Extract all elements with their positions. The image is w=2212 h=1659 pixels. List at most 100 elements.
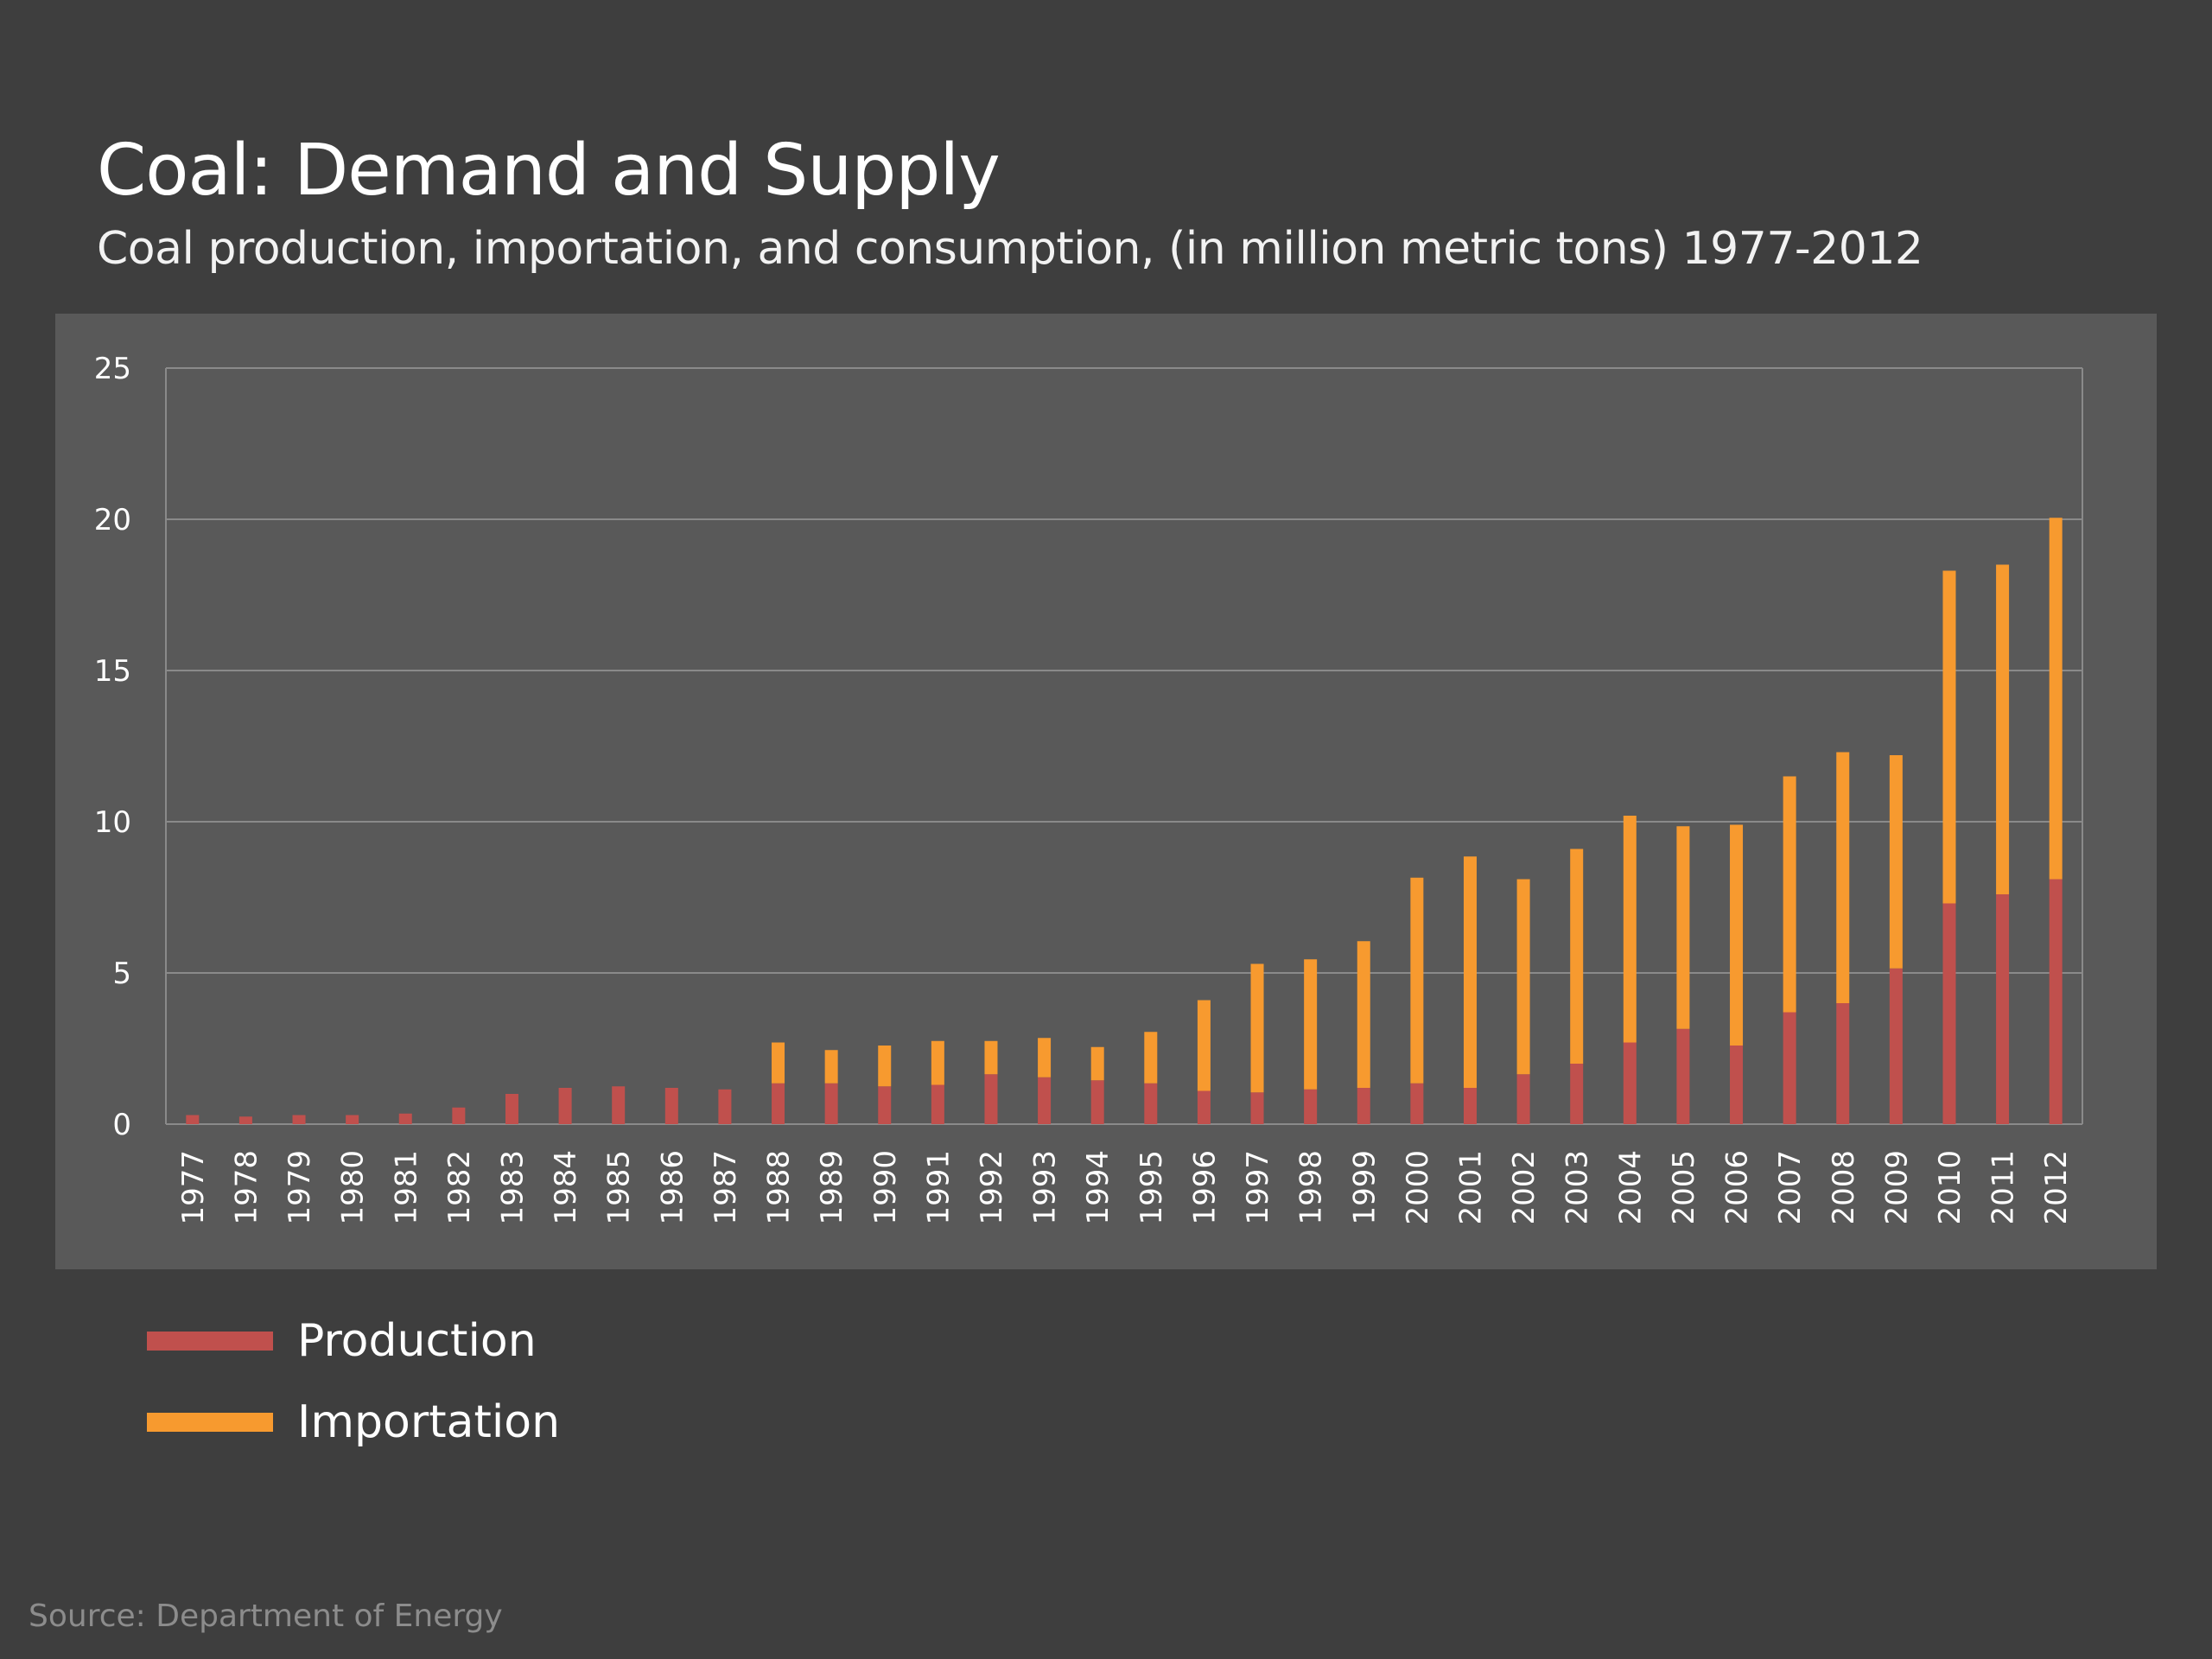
bar-importation-2005 (1676, 826, 1690, 1029)
bar-importation-1993 (1038, 1038, 1052, 1077)
bar-importation-2004 (1623, 816, 1637, 1043)
y-tick-label-5: 5 (112, 957, 131, 991)
x-tick-label-2003: 2003 (1560, 1150, 1595, 1225)
y-tick-label-10: 10 (94, 805, 131, 840)
x-tick-label-1992: 1992 (975, 1150, 1009, 1225)
bar-importation-2002 (1516, 879, 1530, 1075)
x-tick-label-1985: 1985 (602, 1150, 637, 1225)
bar-production-1983 (505, 1094, 518, 1124)
x-tick-label-2006: 2006 (1720, 1150, 1755, 1225)
bar-production-1989 (824, 1083, 838, 1124)
legend-swatch-production (147, 1332, 273, 1351)
legend-item-production: Production (147, 1300, 560, 1382)
bar-production-2000 (1410, 1083, 1424, 1124)
bar-production-2012 (2049, 879, 2063, 1124)
x-tick-label-1986: 1986 (655, 1150, 690, 1225)
bar-importation-2008 (1836, 752, 1850, 1003)
bar-production-2010 (1942, 903, 1956, 1124)
bar-importation-2007 (1783, 776, 1796, 1013)
bar-production-1992 (984, 1074, 998, 1124)
x-tick-label-1998: 1998 (1294, 1150, 1329, 1225)
bar-importation-1994 (1090, 1046, 1104, 1081)
bar-production-2005 (1676, 1028, 1690, 1124)
bar-production-2006 (1730, 1046, 1744, 1124)
bar-importation-1990 (878, 1046, 892, 1087)
bar-production-1996 (1197, 1090, 1211, 1124)
bar-importation-1992 (984, 1040, 998, 1075)
bar-production-1993 (1038, 1077, 1052, 1124)
bar-production-1985 (612, 1086, 626, 1124)
bar-production-2001 (1463, 1088, 1477, 1124)
chart-title: Coal: Demand and Supply (97, 130, 1001, 212)
x-tick-label-1989: 1989 (815, 1150, 849, 1225)
bar-importation-2012 (2049, 518, 2063, 880)
bar-importation-2000 (1410, 877, 1424, 1084)
bar-production-1980 (346, 1115, 359, 1124)
bar-importation-1999 (1357, 941, 1370, 1088)
x-tick-label-1979: 1979 (283, 1150, 317, 1225)
x-tick-label-2008: 2008 (1827, 1150, 1861, 1225)
chart-panel: 0 5 10 15 20 25 1977 1978 1979 1980 1981 1982 1983 19… (55, 314, 2157, 1269)
bar-importation-1996 (1197, 1000, 1211, 1091)
x-tick-label-1990: 1990 (868, 1150, 903, 1225)
x-tick-label-2007: 2007 (1773, 1150, 1808, 1225)
x-tick-label-2005: 2005 (1667, 1150, 1701, 1225)
bar-production-2011 (1996, 894, 2010, 1124)
x-tick-label-1988: 1988 (762, 1150, 797, 1225)
bar-production-2009 (1889, 968, 1903, 1124)
bar-importation-1998 (1304, 959, 1318, 1090)
bar-importation-2010 (1942, 570, 1956, 904)
bar-production-1990 (878, 1086, 892, 1124)
bar-production-1978 (238, 1116, 252, 1124)
bar-importation-1997 (1250, 963, 1264, 1093)
bar-importation-1989 (824, 1050, 838, 1084)
x-tick-label-1987: 1987 (709, 1150, 743, 1225)
x-tick-label-2009: 2009 (1879, 1150, 1914, 1225)
bar-production-2008 (1836, 1003, 1850, 1124)
x-tick-label-1981: 1981 (389, 1150, 423, 1225)
x-tick-label-2010: 2010 (1933, 1150, 1967, 1225)
legend-label-importation: Importation (297, 1396, 561, 1448)
chart-subtitle: Coal production, importation, and consum… (97, 223, 1923, 275)
bar-production-1984 (558, 1088, 572, 1124)
bar-production-1986 (664, 1088, 678, 1124)
bar-production-1979 (292, 1115, 306, 1124)
legend-label-production: Production (297, 1315, 537, 1367)
x-tick-label-1991: 1991 (921, 1150, 956, 1225)
source-note: Source: Department of Energy (29, 1599, 503, 1634)
bar-production-1987 (718, 1089, 732, 1124)
y-tick-label-15: 15 (94, 654, 131, 689)
y-tick-label-20: 20 (94, 503, 131, 537)
stacked-bar-chart: 0 5 10 15 20 25 1977 1978 1979 1980 1981 1982 1983 19… (94, 352, 2083, 1225)
x-tick-label-1984: 1984 (549, 1150, 583, 1225)
bar-production-1977 (186, 1115, 200, 1124)
x-tick-label-2011: 2011 (1986, 1150, 2021, 1225)
x-tick-label-1999: 1999 (1347, 1150, 1382, 1225)
bar-importation-1991 (931, 1040, 944, 1085)
bar-production-1982 (452, 1107, 466, 1124)
y-tick-label-25: 25 (94, 352, 131, 386)
bar-production-1999 (1357, 1088, 1370, 1124)
bar-production-1995 (1144, 1083, 1158, 1124)
y-tick-label-0: 0 (112, 1108, 131, 1142)
x-tick-label-1996: 1996 (1187, 1150, 1222, 1225)
bar-production-1997 (1250, 1092, 1264, 1124)
x-tick-label-1980: 1980 (336, 1150, 371, 1225)
bar-importation-2001 (1463, 856, 1477, 1088)
x-tick-label-1977: 1977 (176, 1150, 211, 1225)
bar-production-2002 (1516, 1074, 1530, 1124)
bar-importation-2011 (1996, 564, 2010, 894)
x-tick-label-1995: 1995 (1135, 1150, 1169, 1225)
bar-importation-2003 (1570, 849, 1584, 1064)
bar-production-1991 (931, 1084, 944, 1124)
x-tick-label-2012: 2012 (2039, 1150, 2074, 1225)
bar-importation-2006 (1730, 824, 1744, 1046)
bar-importation-2009 (1889, 755, 1903, 969)
x-tick-label-1994: 1994 (1081, 1150, 1116, 1225)
bar-production-2007 (1783, 1012, 1796, 1124)
bar-production-1988 (772, 1083, 785, 1124)
x-tick-label-1993: 1993 (1028, 1150, 1063, 1225)
x-tick-label-1982: 1982 (442, 1150, 477, 1225)
x-tick-label-2001: 2001 (1453, 1150, 1488, 1225)
bar-production-2003 (1570, 1064, 1584, 1124)
